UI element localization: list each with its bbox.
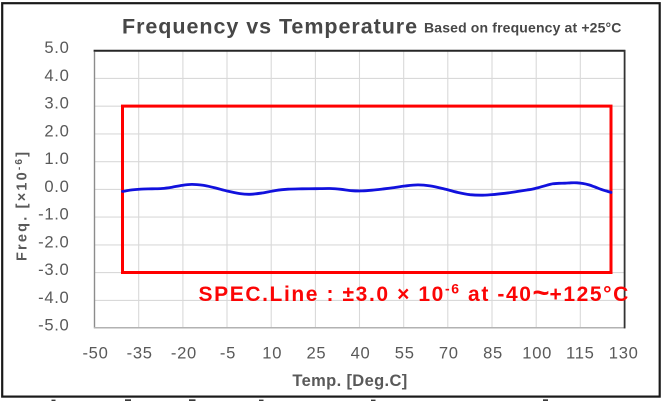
svg-text:5.0: 5.0 [44, 38, 69, 57]
svg-text:-3.0: -3.0 [38, 260, 69, 279]
svg-text:3.0: 3.0 [44, 94, 69, 113]
svg-text:-2.0: -2.0 [38, 232, 69, 251]
svg-text:115: 115 [566, 343, 595, 362]
svg-text:85: 85 [483, 343, 503, 362]
svg-text:-20: -20 [171, 343, 197, 362]
svg-text:70: 70 [439, 343, 459, 362]
svg-text:55: 55 [395, 343, 415, 362]
svg-text:-35: -35 [127, 343, 153, 362]
svg-text:Frequency vs Temperature: Frequency vs Temperature [122, 14, 418, 38]
svg-text:-1.0: -1.0 [38, 205, 69, 224]
svg-text:Temp. [Deg.C]: Temp. [Deg.C] [292, 372, 407, 390]
svg-text:130: 130 [609, 343, 639, 362]
svg-text:Freq. [×10-6]: Freq. [×10-6] [14, 150, 31, 261]
svg-text:0.0: 0.0 [44, 177, 69, 196]
svg-text:-4.0: -4.0 [38, 288, 69, 307]
svg-text:4.0: 4.0 [44, 66, 69, 85]
svg-text:-50: -50 [82, 343, 108, 362]
svg-text:-5.0: -5.0 [38, 316, 69, 335]
svg-text:1.0: 1.0 [44, 149, 69, 168]
svg-text:40: 40 [351, 343, 371, 362]
svg-text:SPEC.Line : ±3.0 × 10-6 at -4: SPEC.Line : ±3.0 × 10-6 at -40~+125°C [199, 278, 630, 310]
svg-text:10: 10 [262, 343, 282, 362]
svg-text:Based on frequency at +25°C: Based on frequency at +25°C [424, 20, 622, 36]
svg-text:100: 100 [522, 343, 552, 362]
svg-text:2.0: 2.0 [44, 121, 69, 140]
svg-text:25: 25 [306, 343, 326, 362]
svg-text:-5: -5 [220, 343, 236, 362]
